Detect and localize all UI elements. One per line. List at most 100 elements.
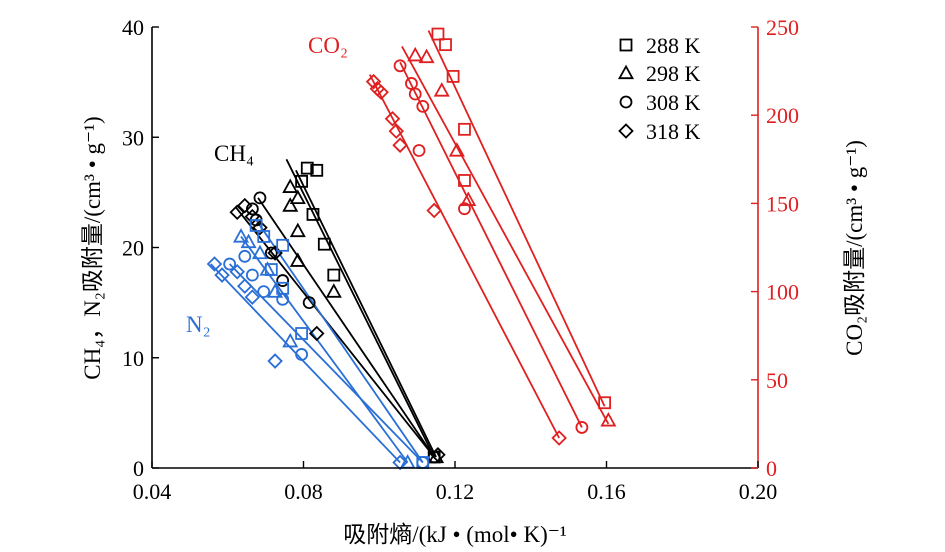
legend-label: 308 K [646,90,701,115]
point-ch-triangle [289,189,306,204]
point-ch-circle [276,274,290,287]
fit-line-co-circle [399,61,583,428]
y-left-tick-label: 30 [122,125,144,150]
point-n-circle [295,348,309,361]
legend-item-298k: 298 K [617,61,701,86]
point-co-circle [458,202,471,216]
point-n-diamond [214,267,230,283]
point-co-triangle [448,142,465,157]
y-right-tick-label: 250 [766,15,799,40]
point-co-square [439,38,452,52]
point-ch-triangle [282,178,299,193]
point-ch-circle [264,246,278,260]
legend-item-288k: 288 K [619,33,701,58]
x-tick-label: 0.12 [436,479,475,504]
point-ch-square [295,174,309,188]
legend-item-318k: 318 K [618,119,701,144]
point-co-circle [393,59,407,73]
annotation-ch4: CH₄ [214,141,254,166]
point-n-triangle [259,261,276,276]
point-ch-square [300,161,314,175]
point-co-square [446,69,460,83]
point-n-diamond [392,454,408,471]
legend-item-308k: 308 K [619,90,701,115]
fit-line-co-square [427,30,606,407]
point-co-diamond [426,202,442,219]
point-co-triangle [418,48,435,64]
point-ch-triangle [282,197,299,212]
y-left-tick-label: 10 [122,346,144,371]
point-ch-diamond [244,208,261,225]
legend-diamond-icon [618,123,634,139]
fit-line-co-diamond [368,74,560,439]
x-tick-label: 0.16 [587,479,626,504]
fit-line-ch-square [295,169,437,458]
point-n-diamond [244,289,261,305]
point-co-circle [416,99,430,113]
point-co-diamond [551,430,567,446]
y-right-tick-label: 0 [766,456,777,481]
y-right-tick-label: 100 [766,280,799,305]
point-ch-square [306,208,320,221]
point-ch-diamond [252,219,268,236]
point-ch-circle [253,191,267,205]
fit-line-n-square [255,219,424,463]
point-co-triangle [433,82,450,97]
point-co-circle [408,87,422,101]
x-tick-label: 0.20 [739,479,778,504]
y-axis-label-left: CH₄，N₂吸附量/(cm³ • g⁻¹) [80,116,105,379]
point-ch-diamond [430,446,446,463]
annotation-co2: CO₂ [308,33,348,58]
point-co-diamond [392,137,408,153]
tick-labels: 0.04 0.08 0.12 0.16 0.2001020304005010015020… [122,15,799,504]
point-n-square [257,230,271,243]
legend-marker-circle [619,95,633,109]
point-n-square [295,327,309,340]
point-n-square [276,238,290,252]
point-ch-square [327,268,341,282]
point-ch-triangle [325,283,342,298]
point-co-triangle [407,46,424,62]
ticks [151,26,759,469]
point-n-circle [245,268,259,282]
y-left-tick-label: 20 [122,236,144,261]
point-ch-square [317,237,331,251]
x-tick-label: 0.08 [284,479,323,504]
legend-circle-icon [619,95,633,109]
legend-marker-triangle [617,64,635,80]
fit-line-ch-circle [257,197,435,458]
point-ch-triangle [289,252,306,267]
point-ch-diamond [308,325,325,342]
point-n-diamond [206,256,223,272]
point-n-triangle [240,233,257,249]
y-left-tick-label: 0 [133,456,144,481]
legend-label: 298 K [646,61,701,86]
legend-label: 318 K [646,119,701,144]
y-left-tick-label: 40 [122,15,144,40]
point-co-diamond [388,123,405,139]
legend-triangle-icon [617,64,635,80]
point-n-circle [238,249,252,263]
point-co-circle [412,144,426,157]
y-axis-label-right: CO₂吸附量/(cm³ • g⁻¹) [842,140,867,356]
point-n-circle [257,285,271,299]
point-co-diamond [365,73,382,90]
point-co-diamond [373,84,389,101]
fit-line-ch-diamond [234,206,435,458]
point-n-circle [223,257,237,271]
y-right-tick-label: 150 [766,191,799,216]
point-n-diamond [229,263,245,280]
legend-marker-diamond [618,123,634,139]
point-n-diamond [267,353,283,369]
point-co-circle [575,421,589,434]
y-right-tick-label: 200 [766,103,799,128]
point-n-diamond [237,278,253,294]
point-n-triangle [267,283,284,298]
legend-marker-square [619,38,633,52]
data-points [206,27,617,471]
point-co-diamond [384,110,401,127]
point-co-square [431,27,445,41]
point-n-triangle [282,332,299,348]
x-axis-label: 吸附熵/(kJ • (mol• K)⁻¹ [343,522,567,547]
